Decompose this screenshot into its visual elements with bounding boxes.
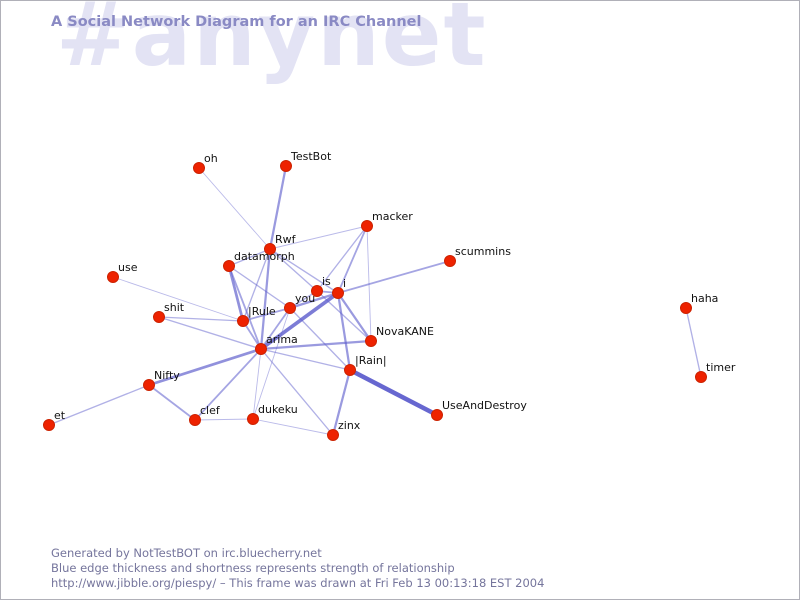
- graph-edge-|Rain|-zinx: [331, 368, 352, 437]
- graph-node-label-arima: arima: [266, 333, 298, 346]
- graph-edge-arima-clef: [194, 348, 262, 421]
- graph-node-label-scummins: scummins: [455, 245, 511, 258]
- graph-edge-i-arima: [259, 291, 340, 351]
- graph-node-i: [332, 287, 344, 299]
- graph-edge-Nifty-clef: [148, 384, 196, 421]
- graph-node-Nifty: [143, 379, 155, 391]
- graph-edge-datamorph-you: [228, 265, 291, 309]
- graph-node-timer: [695, 371, 707, 383]
- graph-node-label-i: i: [343, 277, 346, 290]
- graph-node-is: [311, 285, 323, 297]
- graph-node-UseAndDestroy: [431, 409, 443, 421]
- graph-edge-macker-i: [337, 225, 368, 294]
- graph-edge-arima-dukeku: [252, 348, 262, 420]
- graph-edge-scummins-i: [337, 260, 451, 294]
- graph-node-|Rule: [237, 315, 249, 327]
- footer-generated-by: Generated by NotTestBOT on irc.bluecherr…: [51, 546, 322, 560]
- graph-edge-haha-timer: [685, 307, 702, 378]
- graph-node-use: [107, 271, 119, 283]
- graph-edge-arima-Nifty: [147, 347, 263, 387]
- graph-node-label-NovaKANE: NovaKANE: [376, 325, 434, 338]
- graph-node-haha: [680, 302, 692, 314]
- graph-node-label-et: et: [54, 409, 66, 422]
- graph-node-zinx: [327, 429, 339, 441]
- graph-edge-you-arima: [260, 307, 291, 350]
- graph-node-label-clef: clef: [200, 404, 221, 417]
- graph-node-oh: [193, 162, 205, 174]
- graph-node-macker: [361, 220, 373, 232]
- graph-node-label-Nifty: Nifty: [154, 369, 180, 382]
- graph-edge-you-|Rain|: [289, 307, 351, 371]
- edges-layer: [48, 164, 702, 437]
- graph-node-label-|Rain|: |Rain|: [355, 354, 387, 367]
- graph-node-label-is: is: [322, 275, 331, 288]
- graph-edge-i-|Rain|: [336, 291, 352, 372]
- channel-watermark: #anynet: [56, 0, 488, 86]
- graph-node-label-TestBot: TestBot: [290, 150, 332, 163]
- graph-node-label-|Rule: |Rule: [248, 305, 276, 318]
- graph-edge-clef-dukeku: [194, 418, 254, 421]
- graph-node-label-you: you: [295, 292, 315, 305]
- graph-node-NovaKANE: [365, 335, 377, 347]
- graph-edge-arima-zinx: [260, 348, 334, 436]
- graph-edge-datamorph-arima: [228, 265, 262, 350]
- nodes-layer: [43, 160, 707, 441]
- graph-edge-Nifty-et: [48, 384, 150, 426]
- graph-edge-macker-is: [316, 225, 368, 292]
- graph-edge-datamorph-Rwf: [228, 248, 271, 267]
- graph-edge-i-NovaKANE: [336, 291, 373, 343]
- graph-node-clef: [189, 414, 201, 426]
- graph-node-label-datamorph: datamorph: [234, 250, 295, 263]
- graph-node-datamorph: [223, 260, 235, 272]
- graph-edge-arima-NovaKANE: [259, 339, 373, 351]
- graph-edge-is-NovaKANE: [316, 290, 372, 342]
- graph-node-label-shit: shit: [164, 301, 185, 314]
- graph-node-label-haha: haha: [691, 292, 718, 305]
- graph-node-dukeku: [247, 413, 259, 425]
- graph-edge-you-i: [288, 291, 340, 310]
- graph-node-label-timer: timer: [706, 361, 736, 374]
- graph-edge-|Rule-you: [242, 307, 291, 322]
- graph-edge-Rwf-|Rule: [242, 248, 271, 322]
- graph-node-Rwf: [264, 243, 276, 255]
- graph-edge-|Rain|-UseAndDestroy: [347, 367, 440, 418]
- graph-node-|Rain|: [344, 364, 356, 376]
- graph-edge-use-|Rule: [112, 276, 244, 322]
- graph-node-label-UseAndDestroy: UseAndDestroy: [442, 399, 527, 412]
- graph-edge-oh-Rwf: [198, 167, 271, 250]
- page-title: A Social Network Diagram for an IRC Chan…: [51, 14, 422, 30]
- footer-url-timestamp: http://www.jibble.org/piespy/ – This fra…: [51, 576, 545, 590]
- graph-edge-TestBot-Rwf: [268, 164, 288, 251]
- graph-edge-zinx-dukeku: [252, 418, 334, 436]
- footer-legend-note: Blue edge thickness and shortness repres…: [51, 561, 455, 575]
- graph-node-label-dukeku: dukeku: [258, 403, 298, 416]
- graph-edge-Rwf-i: [269, 248, 339, 294]
- graph-edge-shit-|Rule: [158, 316, 244, 322]
- footer: Generated by NotTestBOT on irc.bluecherr…: [51, 546, 544, 591]
- graph-node-scummins: [444, 255, 456, 267]
- graph-node-label-macker: macker: [372, 210, 413, 223]
- graph-node-label-Rwf: Rwf: [275, 233, 297, 246]
- graph-edge-macker-Rwf: [269, 225, 368, 250]
- graph-node-shit: [153, 311, 165, 323]
- graph-edge-datamorph-|Rule: [227, 264, 245, 323]
- graph-node-you: [284, 302, 296, 314]
- graph-node-label-use: use: [118, 261, 138, 274]
- labels-layer: oh TestBotmackerRwfscumminsdatamorphuseis…: [54, 150, 736, 432]
- graph-edge-shit-arima: [158, 316, 262, 350]
- graph-node-arima: [255, 343, 267, 355]
- graph-node-et: [43, 419, 55, 431]
- graph-edge-arima-|Rain|: [260, 348, 351, 371]
- graph-node-TestBot: [280, 160, 292, 172]
- graph-edge-Rwf-is: [269, 248, 318, 292]
- graph-node-label-zinx: zinx: [338, 419, 361, 432]
- graph-edge-you-dukeku: [252, 307, 291, 420]
- graph-edge-Rwf-arima: [259, 247, 272, 351]
- graph-node-label-oh: oh: [204, 152, 218, 165]
